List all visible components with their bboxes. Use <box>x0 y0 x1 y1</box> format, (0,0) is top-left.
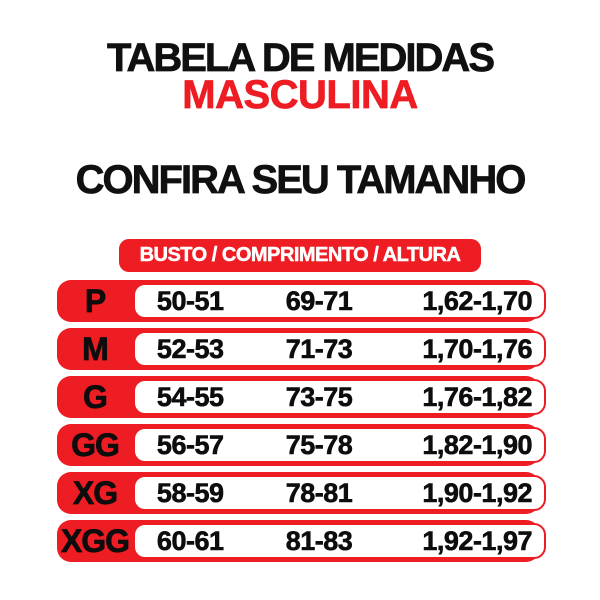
cell-busto: 50-51 <box>156 285 225 316</box>
row-values-pill: 52-53 71-73 1,70-1,76 <box>133 331 546 367</box>
gender-title: MASCULINA <box>182 73 419 117</box>
cell-comprimento: 75-78 <box>285 429 353 460</box>
cell-altura: 1,82-1,90 <box>422 429 533 460</box>
cell-altura: 1,62-1,70 <box>422 285 533 316</box>
cell-comprimento: 78-81 <box>285 477 353 508</box>
size-label: XG <box>72 474 119 511</box>
section-heading: CONFIRA SEU TAMANHO <box>75 158 526 202</box>
cell-busto: 58-59 <box>156 477 225 508</box>
cell-comprimento: 69-71 <box>285 285 353 316</box>
table-row: 54-55 73-75 1,76-1,82 G <box>57 376 546 418</box>
table-row: 52-53 71-73 1,70-1,76 M <box>57 328 546 370</box>
row-values-pill: 56-57 75-78 1,82-1,90 <box>133 427 546 463</box>
table-row: 56-57 75-78 1,82-1,90 GG <box>57 424 546 466</box>
page-title: TABELA DE MEDIDAS <box>107 36 496 80</box>
table-row: 60-61 81-83 1,92-1,97 XGG <box>57 520 546 562</box>
size-table: 50-51 69-71 1,62-1,70 P 52-53 71-73 1,70… <box>57 280 546 562</box>
cell-busto: 52-53 <box>156 333 225 364</box>
size-label: XGG <box>60 522 131 559</box>
cell-busto: 60-61 <box>156 525 225 556</box>
row-values-pill: 50-51 69-71 1,62-1,70 <box>133 283 546 319</box>
table-row: 50-51 69-71 1,62-1,70 P <box>57 280 546 322</box>
cell-altura: 1,76-1,82 <box>422 381 533 412</box>
row-values-pill: 54-55 73-75 1,76-1,82 <box>133 379 546 415</box>
size-label: G <box>83 378 109 415</box>
size-label: GG <box>71 426 120 463</box>
row-values-pill: 60-61 81-83 1,92-1,97 <box>133 523 546 559</box>
cell-comprimento: 73-75 <box>285 381 353 412</box>
size-label: P <box>84 282 106 319</box>
table-row: 58-59 78-81 1,90-1,92 XG <box>57 472 546 514</box>
cell-comprimento: 71-73 <box>285 333 353 364</box>
row-values-pill: 58-59 78-81 1,90-1,92 <box>133 475 546 511</box>
cell-altura: 1,90-1,92 <box>422 477 533 508</box>
table-header-label: BUSTO / COMPRIMENTO / ALTURA <box>139 244 461 267</box>
cell-busto: 56-57 <box>156 429 225 460</box>
cell-altura: 1,92-1,97 <box>422 525 533 556</box>
size-label: M <box>82 330 109 367</box>
table-header-pill: BUSTO / COMPRIMENTO / ALTURA <box>119 239 481 272</box>
cell-comprimento: 81-83 <box>285 525 353 556</box>
cell-altura: 1,70-1,76 <box>422 333 533 364</box>
cell-busto: 54-55 <box>156 381 225 412</box>
